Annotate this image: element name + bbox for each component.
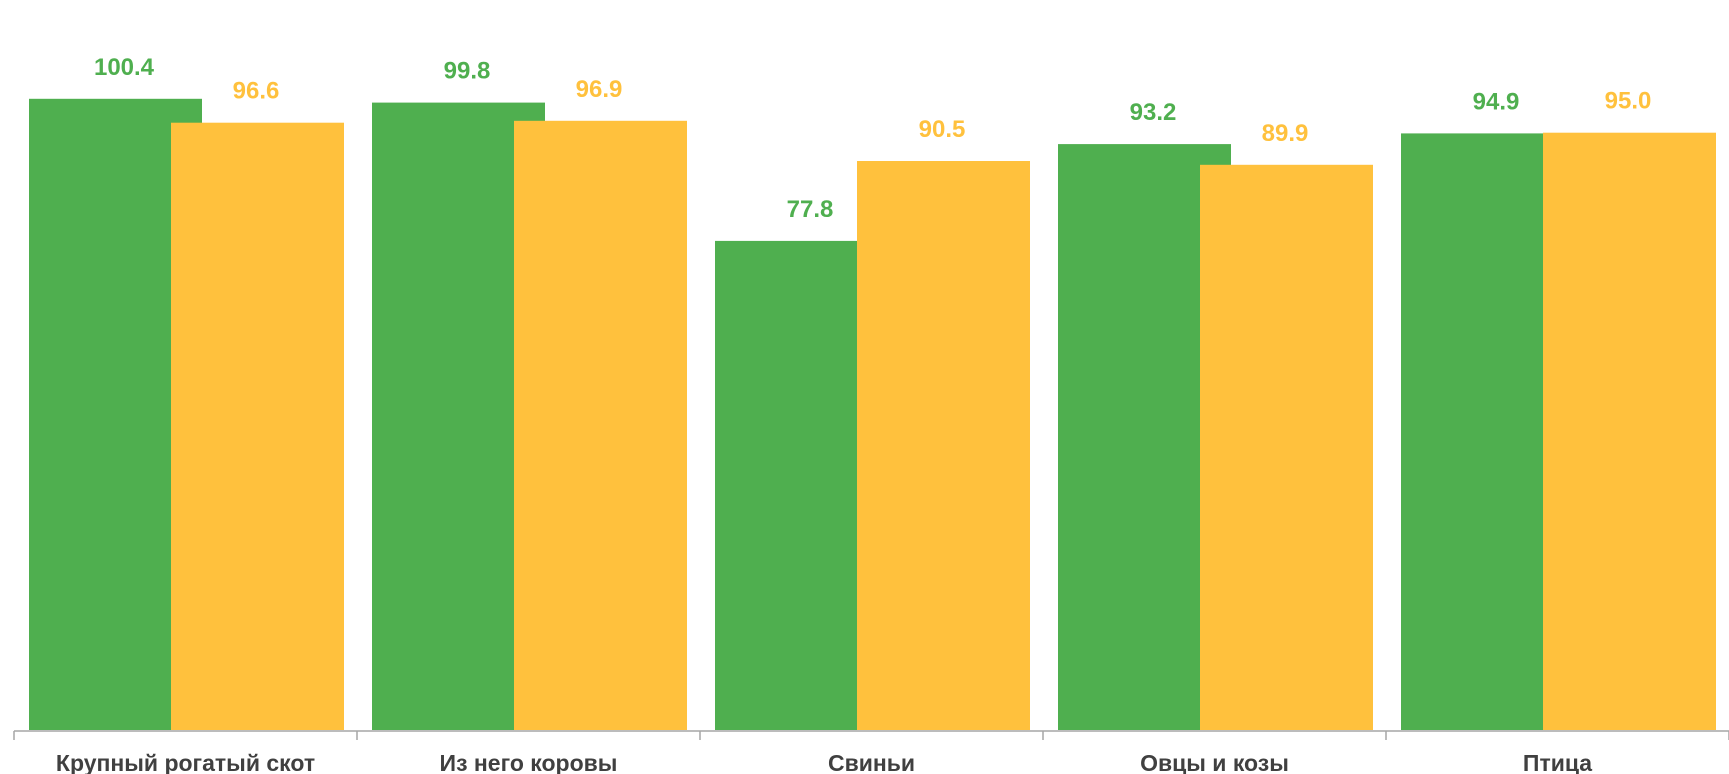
bar-s2-3	[857, 161, 1030, 730]
value-label-s1-5: 94.9	[1473, 88, 1520, 115]
category-label-1: Крупный рогатый скот	[56, 750, 315, 774]
bar-s2-1	[171, 122, 344, 730]
bar-s2-4	[1200, 164, 1373, 731]
value-label-s1-3: 77.8	[787, 196, 834, 223]
x-axis	[13, 730, 1729, 740]
category-labels-layer: Крупный рогатый скот Из него коровы Свиньи…	[56, 750, 1592, 774]
bars-layer	[29, 98, 1716, 731]
value-label-s1-2: 99.8	[444, 58, 491, 85]
value-label-s2-3: 90.5	[919, 116, 966, 143]
category-label-5: Птица	[1523, 750, 1592, 774]
bar-s2-2	[514, 120, 687, 731]
value-labels-layer: 100.4 96.6 99.8 96.9 77.8 90.5 93.2 89.9 94.9 95.…	[94, 54, 1651, 223]
category-label-4: Овцы и козы	[1140, 750, 1289, 774]
category-label-2: Из него коровы	[440, 750, 618, 774]
value-label-s1-4: 93.2	[1130, 99, 1177, 126]
value-label-s1-1: 100.4	[94, 54, 155, 81]
bar-s2-5	[1543, 132, 1716, 730]
value-label-s2-5: 95.0	[1605, 88, 1652, 115]
value-label-s2-4: 89.9	[1262, 120, 1309, 147]
value-label-s2-2: 96.9	[576, 76, 623, 103]
value-label-s2-1: 96.6	[233, 78, 280, 105]
category-label-3: Свиньи	[828, 750, 915, 774]
